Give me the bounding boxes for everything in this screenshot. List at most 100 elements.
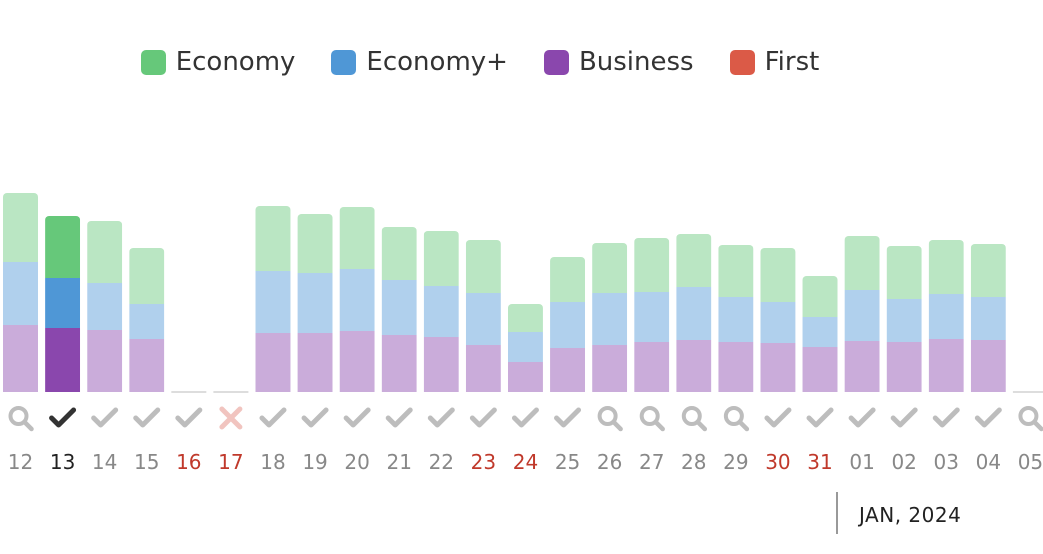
bar-day-26[interactable] <box>592 243 628 392</box>
check-icon[interactable] <box>301 407 329 428</box>
bar-segment-economy-plus-03 <box>928 294 964 339</box>
bar-segment-business-04 <box>970 340 1006 392</box>
bar-day-16[interactable] <box>171 391 207 393</box>
tick-label-22[interactable]: 22 <box>429 450 454 474</box>
check-icon[interactable] <box>554 407 582 428</box>
bar-segment-economy-13 <box>45 216 81 278</box>
bar-day-28[interactable] <box>676 234 712 392</box>
search-icon[interactable] <box>681 406 708 432</box>
tick-label-28[interactable]: 28 <box>681 450 706 474</box>
check-icon[interactable] <box>49 407 77 428</box>
bar-day-18[interactable] <box>255 206 291 392</box>
tick-label-17[interactable]: 17 <box>218 450 243 474</box>
bar-segment-economy-plus-20 <box>339 269 375 331</box>
bar-day-13[interactable] <box>45 216 81 392</box>
bar-day-02[interactable] <box>886 246 922 392</box>
check-icon[interactable] <box>385 407 413 428</box>
bar-segment-economy-plus-23 <box>465 293 501 345</box>
tick-label-01[interactable]: 01 <box>849 450 874 474</box>
tick-label-16[interactable]: 16 <box>176 450 201 474</box>
tick-label-18[interactable]: 18 <box>260 450 285 474</box>
check-icon[interactable] <box>427 407 455 428</box>
search-icon[interactable] <box>1018 406 1043 432</box>
bar-segment-business-31 <box>802 347 838 392</box>
legend-label-economy-plus: Economy+ <box>366 47 508 77</box>
tick-label-30[interactable]: 30 <box>765 450 790 474</box>
tick-label-03[interactable]: 03 <box>934 450 959 474</box>
check-icon[interactable] <box>890 407 918 428</box>
check-icon[interactable] <box>175 407 203 428</box>
bar-day-03[interactable] <box>928 240 964 392</box>
bar-segment-business-23 <box>465 345 501 392</box>
bar-day-19[interactable] <box>297 214 333 392</box>
tick-label-29[interactable]: 29 <box>723 450 748 474</box>
bar-day-20[interactable] <box>339 207 375 392</box>
bar-segment-business-14 <box>87 330 123 392</box>
tick-label-02[interactable]: 02 <box>891 450 916 474</box>
bar-day-31[interactable] <box>802 276 838 392</box>
tick-label-15[interactable]: 15 <box>134 450 159 474</box>
bar-segment-business-27 <box>634 342 670 392</box>
bar-day-25[interactable] <box>550 257 586 392</box>
tick-label-14[interactable]: 14 <box>92 450 117 474</box>
tick-label-27[interactable]: 27 <box>639 450 664 474</box>
bar-segment-economy-plus-02 <box>886 299 922 342</box>
bar-day-29[interactable] <box>718 245 754 392</box>
tick-label-24[interactable]: 24 <box>513 450 538 474</box>
legend-item-economy[interactable]: Economy <box>140 42 295 82</box>
bar-segment-economy-02 <box>886 246 922 299</box>
tick-label-19[interactable]: 19 <box>302 450 327 474</box>
tick-label-12[interactable]: 12 <box>8 450 33 474</box>
check-icon[interactable] <box>848 407 876 428</box>
bar-day-22[interactable] <box>423 231 459 392</box>
check-icon[interactable] <box>974 407 1002 428</box>
check-icon[interactable] <box>133 407 161 428</box>
bar-day-17[interactable] <box>213 391 249 393</box>
bar-segment-economy-plus-27 <box>634 292 670 342</box>
check-icon[interactable] <box>932 407 960 428</box>
check-icon[interactable] <box>343 407 371 428</box>
bar-segment-economy-plus-30 <box>760 302 796 343</box>
month-label: JAN, 2024 <box>859 503 962 527</box>
bar-segment-business-22 <box>423 337 459 392</box>
search-icon[interactable] <box>597 406 623 432</box>
bar-day-14[interactable] <box>87 221 123 392</box>
tick-label-23[interactable]: 23 <box>471 450 496 474</box>
bar-segment-economy-plus-21 <box>381 280 417 335</box>
check-icon[interactable] <box>511 407 539 428</box>
tick-label-13[interactable]: 13 <box>50 450 75 474</box>
bar-day-24[interactable] <box>507 304 543 392</box>
check-icon[interactable] <box>806 407 834 428</box>
check-icon[interactable] <box>91 407 119 428</box>
bar-day-04[interactable] <box>970 244 1006 392</box>
bar-segment-business-30 <box>760 343 796 392</box>
bar-day-23[interactable] <box>465 240 501 392</box>
bar-segment-economy-plus-25 <box>550 302 586 348</box>
legend-item-economy-plus[interactable]: Economy+ <box>331 42 508 82</box>
tick-label-20[interactable]: 20 <box>344 450 369 474</box>
check-icon[interactable] <box>259 407 287 428</box>
bar-segment-economy-plus-15 <box>129 304 165 339</box>
tick-label-31[interactable]: 31 <box>807 450 832 474</box>
tick-label-21[interactable]: 21 <box>386 450 411 474</box>
search-icon[interactable] <box>8 406 34 432</box>
bar-day-05[interactable] <box>1012 391 1043 393</box>
bar-segment-economy-plus-01 <box>844 290 880 341</box>
check-icon[interactable] <box>764 407 792 428</box>
check-icon[interactable] <box>469 407 497 428</box>
bar-day-01[interactable] <box>844 236 880 392</box>
tick-label-25[interactable]: 25 <box>555 450 580 474</box>
bar-day-27[interactable] <box>634 238 670 392</box>
tick-label-05[interactable]: 05 <box>1018 450 1043 474</box>
bar-day-12[interactable] <box>3 193 38 392</box>
bar-day-15[interactable] <box>129 248 165 392</box>
legend-item-business[interactable]: Business <box>543 42 694 82</box>
cross-icon[interactable] <box>219 406 243 430</box>
tick-label-04[interactable]: 04 <box>976 450 1001 474</box>
bar-day-21[interactable] <box>381 227 417 392</box>
search-icon[interactable] <box>723 406 750 432</box>
bar-day-30[interactable] <box>760 248 796 392</box>
search-icon[interactable] <box>639 406 665 432</box>
tick-label-26[interactable]: 26 <box>597 450 622 474</box>
legend-item-first[interactable]: First <box>729 42 819 82</box>
